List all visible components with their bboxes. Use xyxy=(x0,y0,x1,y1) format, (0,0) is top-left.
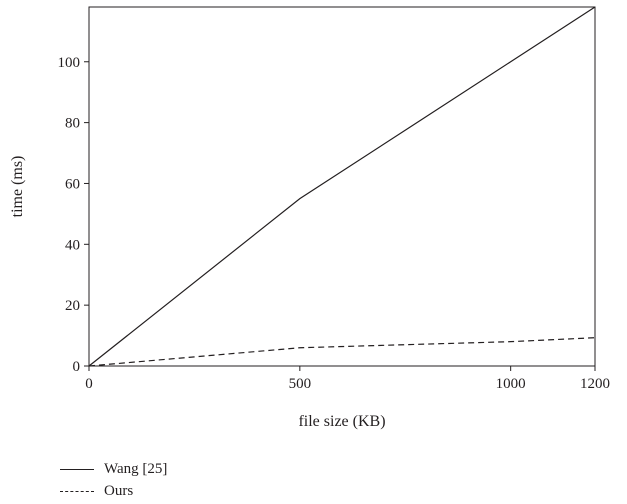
series-lines xyxy=(88,6,596,367)
x-tick-label: 0 xyxy=(85,376,93,392)
x-tick-label: 1000 xyxy=(496,376,526,392)
y-tick-label: 0 xyxy=(73,359,81,375)
series-line-ours xyxy=(88,337,596,367)
legend-label-wang: Wang [25] xyxy=(104,460,168,477)
line-chart: 0 500 1000 1200 0 20 40 60 80 100 file size (KB)… xyxy=(9,6,610,430)
x-axis: 0 500 1000 1200 xyxy=(85,366,610,392)
legend-dashed-line-swatch xyxy=(60,490,94,492)
series-line-wang xyxy=(88,6,596,367)
y-axis: 0 20 40 60 80 100 xyxy=(58,55,89,375)
y-tick-label: 60 xyxy=(65,176,80,192)
y-tick-label: 20 xyxy=(65,298,80,314)
legend-item-ours: Ours xyxy=(60,480,167,502)
y-tick-label: 80 xyxy=(65,116,80,132)
x-tick-label: 500 xyxy=(289,376,312,392)
plot-area: 0 500 1000 1200 0 20 40 60 80 100 xyxy=(58,6,610,392)
x-axis-label: file size (KB) xyxy=(298,413,385,430)
legend-solid-line-swatch xyxy=(60,468,94,470)
y-axis-label: time (ms) xyxy=(9,156,26,218)
x-tick-label: 1200 xyxy=(580,376,610,392)
legend-label-ours: Ours xyxy=(104,482,134,499)
legend: Wang [25] Ours xyxy=(60,458,167,502)
legend-item-wang: Wang [25] xyxy=(60,458,167,480)
plot-frame xyxy=(88,6,596,367)
y-tick-label: 40 xyxy=(65,237,80,253)
y-tick-label: 100 xyxy=(58,55,81,71)
